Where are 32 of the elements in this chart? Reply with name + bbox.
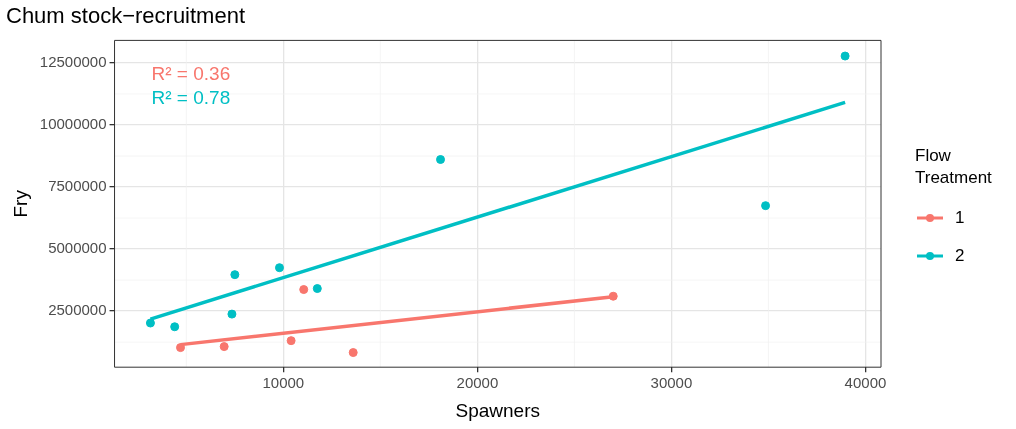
y-tick-label: 5000000 (48, 239, 107, 257)
point (312, 284, 322, 294)
point (230, 270, 240, 280)
legend-title: Flow Treatment (915, 145, 992, 189)
point (608, 291, 618, 301)
point (840, 51, 850, 61)
point (176, 343, 186, 353)
chart-title: Chum stock−recruitment (6, 3, 246, 29)
legend-label: 2 (955, 246, 965, 266)
y-axis-title: Fry (9, 189, 31, 218)
point (348, 348, 358, 358)
x-tick-label: 10000 (262, 374, 305, 392)
annotation: R² = 0.78 (151, 87, 231, 109)
annotation: R² = 0.36 (151, 63, 231, 85)
point (436, 155, 446, 165)
point (219, 342, 229, 352)
x-tick-label: 20000 (456, 374, 499, 392)
point (286, 336, 296, 346)
y-tick-label: 2500000 (48, 301, 107, 319)
legend-label: 1 (955, 208, 965, 228)
point (227, 309, 237, 319)
x-axis-title: Spawners (455, 399, 541, 421)
x-tick-label: 30000 (650, 374, 693, 392)
y-tick-label: 12500000 (39, 53, 107, 71)
point (145, 318, 155, 328)
x-tick-label: 40000 (844, 374, 887, 392)
point (274, 263, 284, 273)
point (299, 285, 309, 295)
point (761, 201, 771, 211)
point (170, 322, 180, 332)
y-tick-label: 10000000 (39, 115, 107, 133)
y-tick-label: 7500000 (48, 177, 107, 195)
